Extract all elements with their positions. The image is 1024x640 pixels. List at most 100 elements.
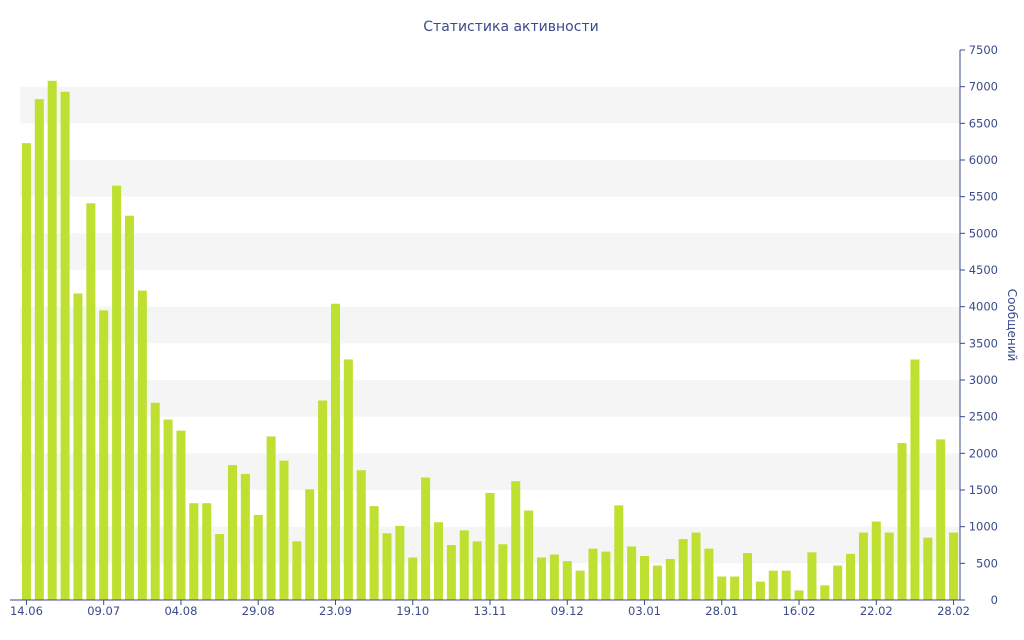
bar <box>202 503 212 600</box>
grid-band <box>20 160 960 197</box>
bar <box>382 533 392 600</box>
bar <box>511 481 521 600</box>
y-tick-label: 7000 <box>969 80 998 94</box>
bar <box>292 541 302 600</box>
bar <box>743 553 753 600</box>
bar <box>485 492 495 600</box>
bar <box>60 91 70 601</box>
axes <box>10 50 961 601</box>
bar <box>408 557 418 600</box>
x-tick-label: 09.12 <box>551 604 584 618</box>
bar <box>343 359 353 600</box>
grid-band <box>20 86 960 124</box>
x-tick-label: 09.07 <box>87 604 120 618</box>
bar <box>704 548 714 600</box>
bar <box>253 514 263 600</box>
bar <box>305 489 315 600</box>
bar <box>820 585 830 600</box>
bar <box>794 590 804 600</box>
bar <box>330 303 340 600</box>
y-tick-label: 5500 <box>969 190 998 204</box>
y-tick-label: 1000 <box>969 520 998 534</box>
x-tick-label: 23.09 <box>319 604 352 618</box>
bar <box>627 546 637 600</box>
x-tick-label: 28.01 <box>705 604 738 618</box>
bar <box>86 203 96 600</box>
bar <box>678 539 688 600</box>
bar <box>137 290 147 600</box>
y-axis-title: Сообщений <box>1005 289 1019 362</box>
bar <box>936 439 946 600</box>
bar <box>549 554 559 600</box>
bar <box>472 541 482 600</box>
bar <box>807 552 817 600</box>
chart-title: Статистика активности <box>423 19 598 35</box>
x-tick-label: 28.02 <box>937 604 970 618</box>
bar <box>575 570 585 600</box>
bar <box>266 436 276 600</box>
y-tick-label: 4000 <box>969 300 998 314</box>
bar <box>73 293 83 600</box>
bar <box>923 537 933 600</box>
bar <box>112 185 122 600</box>
bar <box>446 545 456 600</box>
bar <box>433 522 443 600</box>
y-tick-label: 1500 <box>969 483 998 497</box>
bar <box>21 143 31 600</box>
bar <box>356 470 366 600</box>
bar <box>601 551 611 600</box>
bar-series <box>21 80 959 601</box>
bar <box>215 534 225 600</box>
y-tick-label: 5000 <box>969 226 998 240</box>
bar <box>395 525 405 600</box>
bar <box>884 532 894 600</box>
y-tick-label: 3500 <box>969 336 998 350</box>
y-tick-label: 2000 <box>969 446 998 460</box>
y-tick-label: 500 <box>976 556 998 570</box>
bar <box>717 576 727 600</box>
bar <box>189 503 199 600</box>
y-tick-label: 4500 <box>969 263 998 277</box>
bar <box>665 558 675 600</box>
grid-band <box>20 306 960 344</box>
bar <box>47 80 57 601</box>
x-tick-label: 04.08 <box>164 604 197 618</box>
y-tick-label: 6500 <box>969 116 998 130</box>
bar <box>640 556 650 600</box>
y-axis-ticks: 0 500 1000 1500 2000 2500 3000 3500 4000 4500 5000… <box>960 43 998 607</box>
bar <box>614 505 624 600</box>
bar <box>833 565 843 600</box>
bar <box>858 532 868 600</box>
bar <box>318 400 328 600</box>
bar <box>163 419 173 600</box>
bar <box>871 521 881 600</box>
bar <box>124 215 134 600</box>
x-tick-label: 19.10 <box>396 604 429 618</box>
y-tick-label: 3000 <box>969 373 998 387</box>
bar <box>537 557 547 600</box>
bar <box>562 561 572 600</box>
x-tick-label: 22.02 <box>860 604 893 618</box>
bar <box>240 473 250 600</box>
bar <box>459 530 469 600</box>
y-tick-label: 7500 <box>969 43 998 57</box>
bar <box>846 553 856 600</box>
bar <box>279 460 289 600</box>
bar <box>150 402 160 600</box>
bar <box>369 506 379 600</box>
bar <box>652 565 662 600</box>
bar <box>755 581 765 600</box>
bar <box>421 477 431 600</box>
bar <box>691 532 701 600</box>
x-tick-label: 14.06 <box>10 604 43 618</box>
grid-band <box>20 453 960 490</box>
x-tick-label: 29.08 <box>242 604 275 618</box>
y-tick-label: 2500 <box>969 410 998 424</box>
bar <box>34 99 44 600</box>
grid-bands <box>20 86 960 564</box>
x-axis-ticks: 14.06 09.07 04.08 29.08 23.09 19.10 13.11 09.12… <box>10 600 970 618</box>
x-tick-label: 13.11 <box>474 604 507 618</box>
bar <box>498 544 508 600</box>
bar <box>949 532 959 600</box>
